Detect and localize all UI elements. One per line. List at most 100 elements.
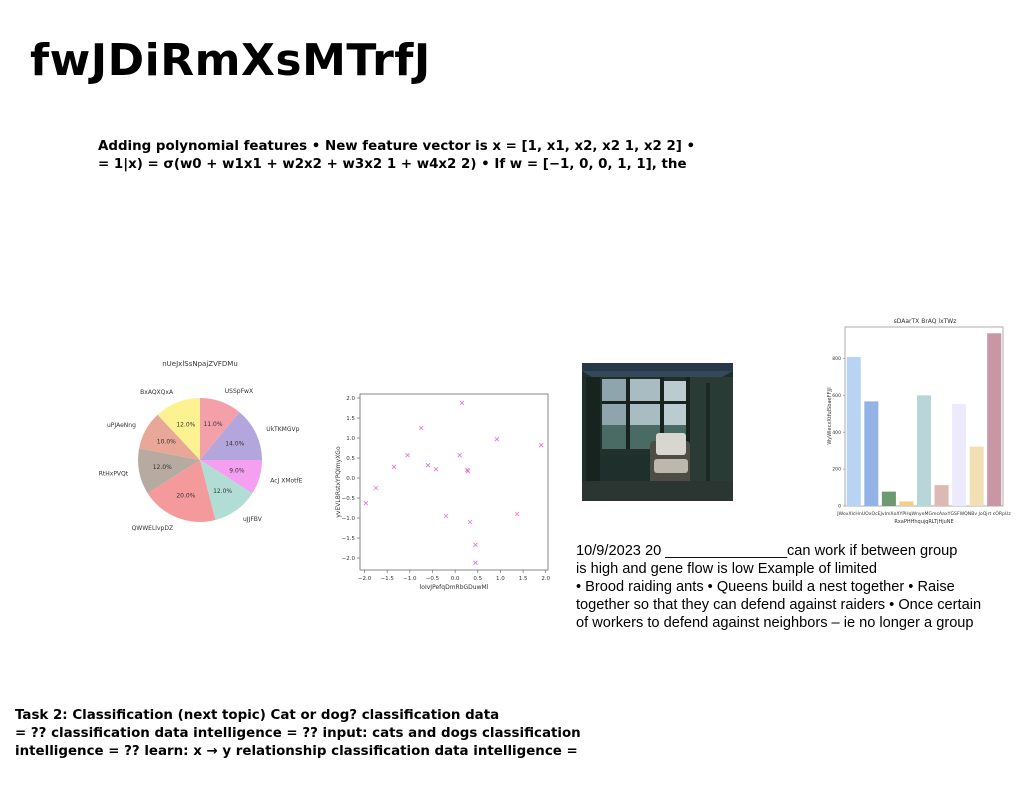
pie-pct-label-0: 11.0% xyxy=(203,421,222,428)
bar-rects xyxy=(846,333,1002,506)
bar-category-labels: JWovXIcHnUOxOcEJvImXoXYPHqWnyeMGmcAaxYGS… xyxy=(836,511,1011,517)
scatter-ytick-label: −0.5 xyxy=(342,496,356,502)
scatter-ytick-label: −1.0 xyxy=(342,516,356,522)
scatter-ytick-label: 0.5 xyxy=(346,456,355,462)
pie-slice-6 xyxy=(139,414,200,460)
bar-7 xyxy=(969,446,984,506)
scatter-point-11 xyxy=(465,468,471,474)
bar-ylabel: WyWlecxXtfuISbaeFFJjl xyxy=(827,387,833,444)
task-line: Task 2: Classification (next topic) Cat … xyxy=(15,708,500,723)
scatter-ytick-label: 1.5 xyxy=(346,416,355,422)
task-text: Task 2: Classification (next topic) Cat … xyxy=(15,707,655,761)
scatter-ytick-label: 0.0 xyxy=(346,476,355,482)
pie-slice-2 xyxy=(200,460,262,494)
pie-pct-label-5: 12.0% xyxy=(153,464,172,471)
scatter-xtick-label: 1.5 xyxy=(519,576,528,582)
scatter-point-10 xyxy=(465,467,470,473)
pie-slice-label-2: AcJ XMotfE xyxy=(270,477,302,484)
pie-slice-5 xyxy=(138,448,200,494)
bar-ytick-label: 200 xyxy=(832,467,841,473)
scatter-ytick-label: −1.5 xyxy=(342,536,356,542)
scatter-point-1 xyxy=(373,485,379,491)
pie-pct-label-4: 20.0% xyxy=(176,493,195,500)
scatter-ylabel: yvEVLBRstxYPQImyXGo xyxy=(335,446,342,518)
bar-4 xyxy=(916,395,932,506)
note-text: 10/9/2023 20 _______________can work if … xyxy=(576,542,1022,632)
pie-pct-label-7: 12.0% xyxy=(176,421,195,428)
scatter-point-0 xyxy=(363,500,369,506)
porch-window-photo xyxy=(582,363,733,501)
scatter-point-8 xyxy=(457,452,462,458)
bar-ticks: 0 200 400 600 800 xyxy=(832,356,845,510)
scatter-point-9 xyxy=(459,400,465,406)
pie-pct-label-6: 10.0% xyxy=(157,438,176,445)
pie-slice-label-3: uJJFBV xyxy=(243,516,263,523)
pie-slice-4 xyxy=(147,460,216,522)
pie-slice-label-6: uPJAeNng xyxy=(107,422,136,429)
pie-slice-label-4: QWWELlvpDZ xyxy=(132,525,173,532)
task-line: intelligence = ?? learn: x → y relations… xyxy=(15,744,578,759)
note-line: • Brood raiding ants • Queens build a ne… xyxy=(576,579,955,595)
bar-1 xyxy=(864,401,879,506)
scatter-xtick-label: 2.0 xyxy=(541,576,550,582)
scatter-point-5 xyxy=(425,462,431,468)
bar-ytick-label: 800 xyxy=(832,356,841,362)
pie-slices xyxy=(138,398,262,522)
scatter-ytick-label: 2.0 xyxy=(346,396,355,402)
scatter-ytick-label: −2.0 xyxy=(342,556,356,562)
pie-slice-label-7: BxAQXQxA xyxy=(140,389,174,396)
scatter-point-17 xyxy=(538,442,544,448)
bar-ytick-label: 600 xyxy=(832,393,841,399)
bar-3 xyxy=(899,501,914,506)
pie-slice-3 xyxy=(200,460,253,521)
bar-5 xyxy=(934,485,949,506)
intro-line: Adding polynomial features • New feature… xyxy=(98,139,696,154)
pie-slice-label-5: RtHxPVQt xyxy=(99,471,129,478)
scatter-ytick-label: 1.0 xyxy=(346,436,355,442)
pie-title: nUeJxlSsNpajZVFDMu xyxy=(162,360,238,368)
pie-slice-7 xyxy=(157,398,200,460)
pie-slice-label-1: UkTKMGVp xyxy=(266,426,299,433)
scatter-point-15 xyxy=(494,436,500,442)
scatter-point-16 xyxy=(514,511,520,517)
note-line: of workers to defend against neighbors –… xyxy=(576,615,974,631)
bar-2 xyxy=(881,491,896,506)
scatter-point-12 xyxy=(467,519,473,525)
note-line: together so that they can defend against… xyxy=(576,597,982,613)
note-line: 10/9/2023 20 _______________can work if … xyxy=(576,543,958,559)
bar-0 xyxy=(846,356,861,506)
scatter-points xyxy=(363,400,544,566)
intro-text: Adding polynomial features • New feature… xyxy=(98,138,738,174)
scatter-xtick-label: 1.0 xyxy=(496,576,505,582)
scatter-point-4 xyxy=(418,425,424,431)
bar-title: sDAarTX BrAQ lxTWz xyxy=(894,318,957,325)
scatter-xlabel: loIvJPefqDmRbGDuwMl xyxy=(420,584,489,591)
bar-ytick-label: 0 xyxy=(838,504,841,510)
bar-ytick-label: 400 xyxy=(832,430,841,436)
bar-xlabel: RxaPHHhqujqRLTjHjuNE xyxy=(894,519,953,525)
scatter-frame xyxy=(359,393,549,571)
pie-labels: 11.0% USSpFwX 14.0% UkTKMGVp 9.0% AcJ XMotfE 1… xyxy=(99,388,303,532)
pie-pct-label-1: 14.0% xyxy=(225,441,244,448)
pie-pct-label-2: 9.0% xyxy=(229,468,245,475)
pie-slice-0 xyxy=(200,398,240,460)
bar-6 xyxy=(952,403,967,506)
pie-chart: nUeJxlSsNpajZVFDMu 11.0% USSpFwX 14.0% UkTK… xyxy=(99,360,303,532)
note-line: is high and gene flow is low Example of … xyxy=(576,561,877,577)
scatter-xtick-label: −0.5 xyxy=(426,576,440,582)
bar-chart: sDAarTX BrAQ lxTWz 0 200 400 600 800 JWovXIc… xyxy=(827,318,1011,525)
scatter-xtick-label: −2.0 xyxy=(358,576,372,582)
scatter-point-7 xyxy=(443,513,449,519)
pie-pct-label-3: 12.0% xyxy=(213,488,232,495)
scatter-ticks: −2.0 −1.5 −1.0 −0.5 0.0 0.5 1.0 1.5 2.0 −2.0 −1.5 −… xyxy=(342,396,551,582)
scatter-point-2 xyxy=(391,464,397,470)
pie-slice-label-0: USSpFwX xyxy=(225,388,253,395)
scatter-xtick-label: 0.5 xyxy=(473,576,482,582)
scatter-point-14 xyxy=(473,560,478,566)
bar-8 xyxy=(987,333,1002,506)
scatter-point-6 xyxy=(433,466,439,472)
intro-line: = 1|x) = σ(w0 + w1x1 + w2x2 + w3x2 1 + w… xyxy=(98,157,687,172)
scatter-point-13 xyxy=(473,542,478,548)
task-line: = ?? classification data intelligence = … xyxy=(15,726,581,741)
scatter-xtick-label: −1.5 xyxy=(381,576,395,582)
